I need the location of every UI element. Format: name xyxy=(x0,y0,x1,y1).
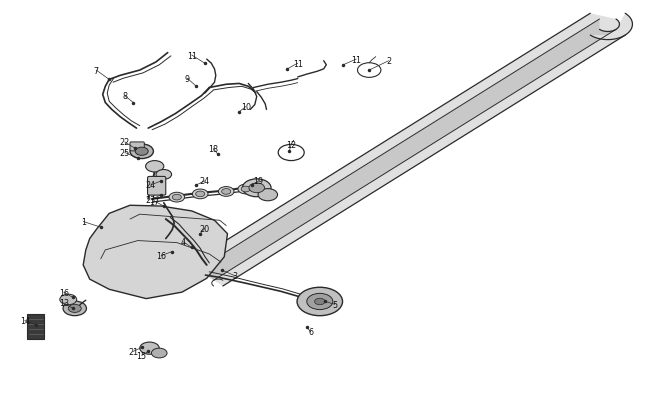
Text: 20: 20 xyxy=(200,224,210,233)
Circle shape xyxy=(297,288,343,316)
Text: 11: 11 xyxy=(187,51,197,60)
Circle shape xyxy=(218,187,234,197)
Circle shape xyxy=(242,179,271,197)
Text: 16: 16 xyxy=(156,252,166,260)
Text: 2: 2 xyxy=(386,57,391,66)
Polygon shape xyxy=(83,206,228,299)
Circle shape xyxy=(63,301,86,316)
Text: 13: 13 xyxy=(58,298,69,307)
Text: 21: 21 xyxy=(128,347,138,356)
Text: 10: 10 xyxy=(240,103,251,112)
Text: 9: 9 xyxy=(185,75,190,83)
FancyBboxPatch shape xyxy=(148,177,166,196)
Circle shape xyxy=(140,342,159,354)
Circle shape xyxy=(151,348,167,358)
Text: 11: 11 xyxy=(292,60,303,68)
Polygon shape xyxy=(197,20,619,281)
Circle shape xyxy=(146,161,164,173)
Circle shape xyxy=(258,189,278,201)
Text: 17: 17 xyxy=(150,197,160,206)
Text: 4: 4 xyxy=(181,238,186,247)
Text: 25: 25 xyxy=(120,149,130,158)
Text: 1: 1 xyxy=(81,217,86,226)
Text: 3: 3 xyxy=(233,272,238,281)
Circle shape xyxy=(156,170,172,180)
Text: 11: 11 xyxy=(351,55,361,64)
Text: 12: 12 xyxy=(286,141,296,149)
Polygon shape xyxy=(214,14,632,286)
Text: 19: 19 xyxy=(254,177,264,186)
Circle shape xyxy=(169,193,185,202)
FancyBboxPatch shape xyxy=(130,143,144,151)
Circle shape xyxy=(249,183,265,193)
Text: 6: 6 xyxy=(308,328,313,337)
Circle shape xyxy=(60,294,77,305)
Circle shape xyxy=(241,187,250,192)
Text: 7: 7 xyxy=(94,66,99,75)
Circle shape xyxy=(222,189,231,195)
Text: 14: 14 xyxy=(20,316,30,325)
Text: 15: 15 xyxy=(136,351,147,360)
Circle shape xyxy=(307,294,333,310)
Polygon shape xyxy=(27,314,44,339)
Circle shape xyxy=(130,145,153,159)
Text: 18: 18 xyxy=(208,145,218,153)
Text: 16: 16 xyxy=(58,288,69,297)
Text: 8: 8 xyxy=(122,92,127,101)
Text: 23: 23 xyxy=(146,196,156,205)
Text: 5: 5 xyxy=(332,300,337,309)
Circle shape xyxy=(192,190,208,199)
Circle shape xyxy=(135,148,148,156)
Circle shape xyxy=(68,305,81,313)
Text: 24: 24 xyxy=(146,181,156,190)
Polygon shape xyxy=(188,14,619,270)
Text: 24: 24 xyxy=(200,177,210,186)
Circle shape xyxy=(238,185,254,194)
Circle shape xyxy=(315,298,325,305)
Circle shape xyxy=(172,195,181,200)
Text: 22: 22 xyxy=(120,138,130,147)
Circle shape xyxy=(196,192,205,197)
